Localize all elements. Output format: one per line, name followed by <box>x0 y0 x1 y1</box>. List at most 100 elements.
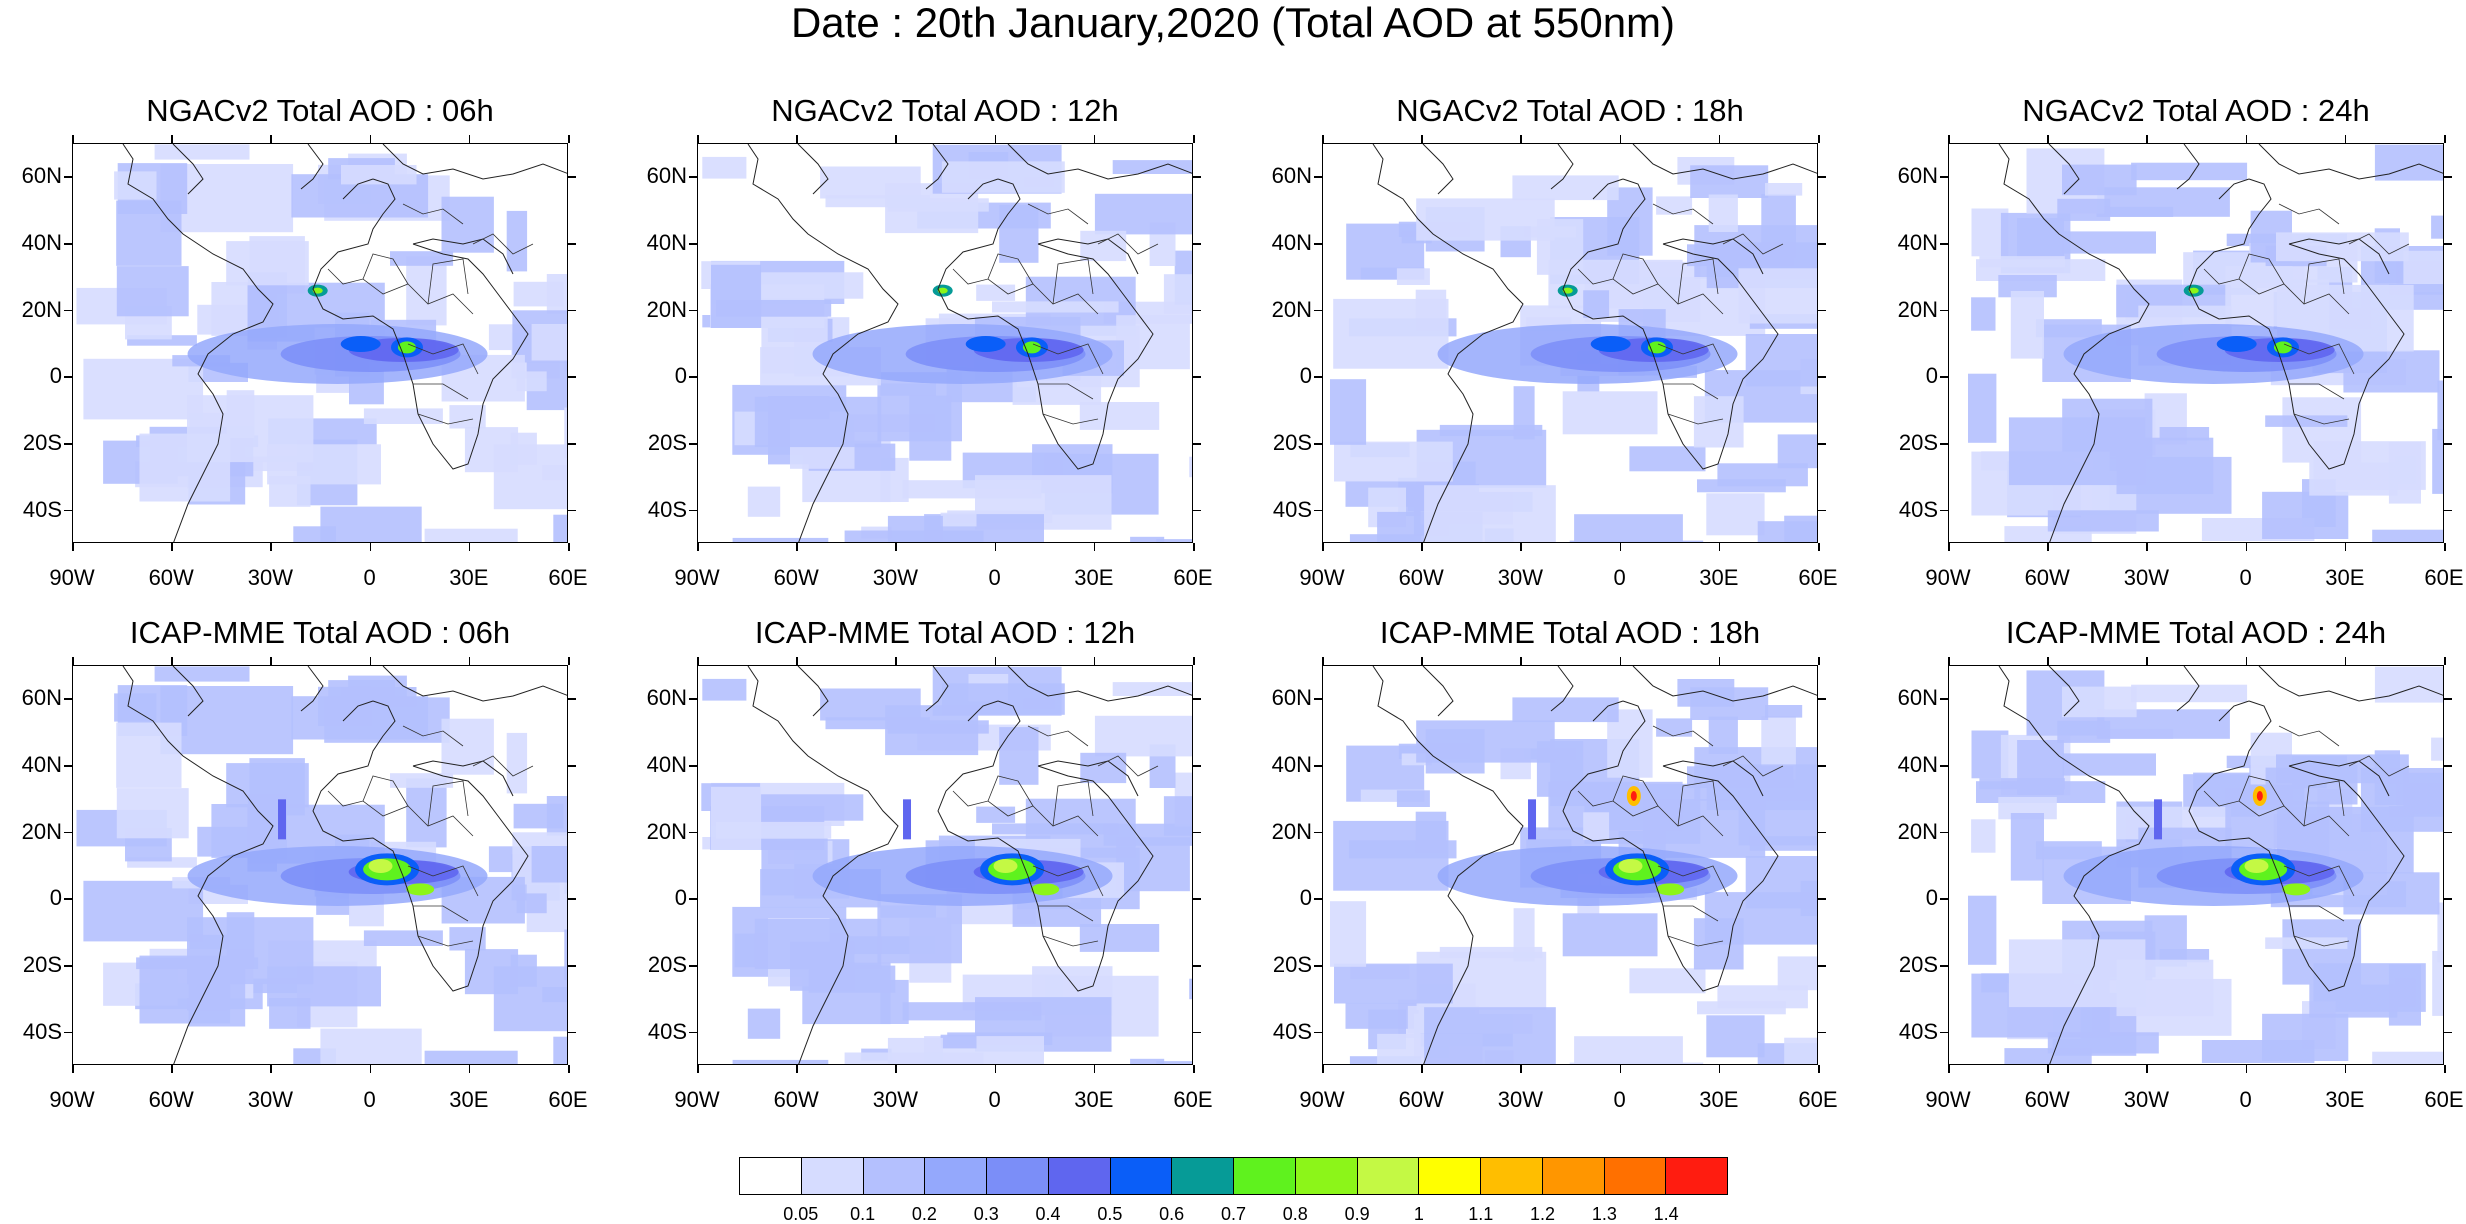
lat-tick <box>1818 898 1826 900</box>
lon-tick <box>1818 135 1820 143</box>
lat-tick <box>1314 376 1322 378</box>
lat-tick <box>2444 309 2452 312</box>
lon-tick <box>568 1065 570 1073</box>
lon-tick <box>2047 135 2049 143</box>
aod-map <box>697 665 1193 1065</box>
colorbar-bin <box>1110 1158 1173 1194</box>
lon-tick <box>1718 1065 1721 1073</box>
lon-tick <box>270 135 272 143</box>
lat-tick <box>1193 376 1201 378</box>
lon-tick <box>72 543 74 551</box>
aod-map <box>697 143 1193 543</box>
lat-tick <box>689 765 697 767</box>
lat-tick <box>1940 443 1948 445</box>
map-panel: ICAP-MME Total AOD : 18h 60N 40N 20N 0 20S 40S… <box>1272 617 1838 1111</box>
lat-tick <box>2444 698 2452 700</box>
lat-tick <box>64 443 72 445</box>
colorbar-bin <box>1234 1158 1296 1194</box>
lon-label: 60E <box>548 565 588 590</box>
lat-label: 0 <box>674 885 687 911</box>
lat-tick <box>1193 898 1201 900</box>
lon-tick <box>2047 657 2049 665</box>
lon-label: 60E <box>548 1087 588 1112</box>
lon-tick <box>994 135 997 143</box>
lat-label: 60N <box>646 163 687 189</box>
lon-label: 0 <box>1613 565 1626 590</box>
colorbar-bin <box>863 1158 926 1194</box>
colorbar-bin <box>1666 1158 1727 1194</box>
lon-tick <box>369 543 372 551</box>
lon-tick <box>369 1065 372 1073</box>
lat-tick <box>568 831 576 834</box>
lon-label: 0 <box>2239 565 2252 590</box>
lat-tick <box>1193 831 1201 834</box>
colorbar-bin <box>801 1158 864 1194</box>
lat-label: 40S <box>1898 496 1938 522</box>
lon-tick <box>1421 657 1423 665</box>
colorbar-label: 1.4 <box>1653 1204 1679 1224</box>
lat-tick <box>2444 243 2452 245</box>
colorbar-label: 0.6 <box>1159 1204 1185 1224</box>
figure-title: Date : 20th January,2020 (Total AOD at 5… <box>790 0 1676 46</box>
lat-tick <box>1940 509 1948 512</box>
lat-tick <box>64 376 72 378</box>
lon-tick <box>1619 135 1622 143</box>
lon-tick <box>697 135 699 143</box>
lat-label: 40N <box>646 752 687 777</box>
panel-title: ICAP-MME Total AOD : 06h <box>129 615 511 650</box>
lon-tick <box>1093 657 1096 665</box>
lon-tick <box>1718 543 1721 551</box>
lon-label: 30E <box>449 1087 489 1112</box>
lat-tick <box>1818 243 1826 245</box>
lat-tick <box>1940 309 1948 312</box>
lat-tick <box>1940 176 1948 178</box>
colorbar-bin <box>740 1158 802 1194</box>
lon-label: 0 <box>988 565 1001 590</box>
lon-tick <box>1619 657 1622 665</box>
lat-tick <box>64 831 72 834</box>
colorbar-bin <box>1419 1158 1481 1194</box>
lat-tick <box>689 1031 697 1034</box>
lat-label: 20S <box>647 952 687 977</box>
lon-label: 30E <box>2325 565 2365 590</box>
lat-tick <box>1818 698 1826 700</box>
lon-tick <box>2444 1065 2446 1073</box>
lon-tick <box>2344 1065 2347 1073</box>
lat-tick <box>689 376 697 378</box>
colorbar-label: 1.1 <box>1468 1204 1494 1224</box>
colorbar-bin <box>1172 1158 1234 1194</box>
lat-tick <box>1193 243 1201 245</box>
colorbar-label: 0.2 <box>911 1204 937 1224</box>
lat-tick <box>1193 1031 1201 1034</box>
lon-tick <box>796 543 798 551</box>
lat-tick <box>689 509 697 512</box>
lon-tick <box>1718 657 1721 665</box>
lat-tick <box>1818 376 1826 378</box>
lat-label: 20S <box>1898 430 1938 455</box>
lat-tick <box>64 765 72 767</box>
lon-tick <box>2047 1065 2049 1073</box>
lat-tick <box>689 965 697 967</box>
aod-map <box>1322 665 1818 1065</box>
lon-label: 60W <box>1398 1087 1444 1112</box>
lon-tick <box>1520 135 1522 143</box>
colorbar-label: 0.05 <box>783 1204 819 1224</box>
lon-label: 90W <box>1925 565 1971 590</box>
colorbar-bin <box>1604 1158 1667 1194</box>
lon-label: 0 <box>988 1087 1001 1112</box>
lat-tick <box>1193 765 1201 767</box>
lat-tick <box>64 1031 72 1034</box>
lat-label: 20S <box>1898 952 1938 977</box>
lon-tick <box>2444 135 2446 143</box>
lat-label: 40S <box>647 496 687 522</box>
lon-tick <box>171 1065 173 1073</box>
lon-tick <box>994 657 997 665</box>
lat-label: 40S <box>1272 1018 1312 1044</box>
lat-label: 20N <box>1897 296 1938 322</box>
lon-tick <box>369 135 372 143</box>
lat-label: 0 <box>1925 363 1938 389</box>
lon-tick <box>1619 1065 1622 1073</box>
panel-title: ICAP-MME Total AOD : 18h <box>1379 615 1761 650</box>
aod-map <box>72 665 568 1065</box>
lat-tick <box>568 309 576 312</box>
